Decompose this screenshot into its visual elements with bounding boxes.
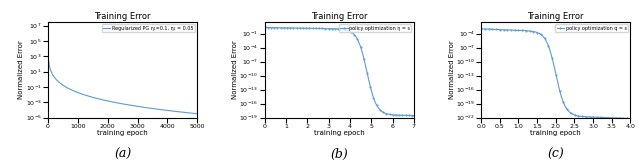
- Title: Training Error: Training Error: [95, 12, 151, 21]
- Text: (b): (b): [330, 148, 348, 161]
- X-axis label: training epoch: training epoch: [314, 130, 365, 136]
- Text: (c): (c): [547, 148, 564, 161]
- X-axis label: training epoch: training epoch: [531, 130, 581, 136]
- Legend: policy optimization q = s: policy optimization q = s: [556, 24, 628, 32]
- Text: (a): (a): [114, 148, 131, 161]
- Y-axis label: Normalized Error: Normalized Error: [449, 40, 454, 99]
- Title: Training Error: Training Error: [527, 12, 584, 21]
- Legend: policy optimization η = s: policy optimization η = s: [339, 24, 412, 32]
- Y-axis label: Normalized Error: Normalized Error: [232, 40, 238, 99]
- Y-axis label: Normalized Error: Normalized Error: [19, 40, 24, 99]
- Title: Training Error: Training Error: [311, 12, 367, 21]
- Legend: Regularized PG η₁=0.1, η₂ = 0.05: Regularized PG η₁=0.1, η₂ = 0.05: [102, 24, 195, 32]
- X-axis label: training epoch: training epoch: [97, 130, 148, 136]
